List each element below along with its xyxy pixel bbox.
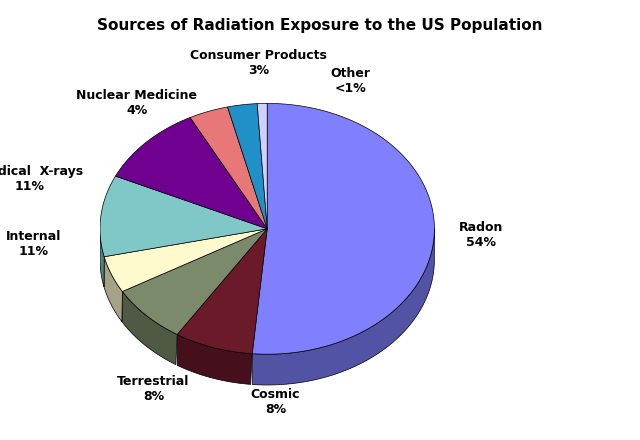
PathPatch shape: [257, 103, 267, 229]
Text: Terrestrial
8%: Terrestrial 8%: [117, 375, 189, 403]
PathPatch shape: [122, 229, 267, 334]
PathPatch shape: [252, 229, 435, 385]
Text: Radon
54%: Radon 54%: [459, 221, 504, 249]
Text: Sources of Radiation Exposure to the US Population: Sources of Radiation Exposure to the US …: [97, 18, 543, 33]
Text: Cosmic
8%: Cosmic 8%: [251, 388, 300, 416]
PathPatch shape: [104, 229, 267, 292]
PathPatch shape: [190, 107, 267, 229]
Text: Other
<1%: Other <1%: [331, 67, 371, 95]
PathPatch shape: [115, 117, 267, 229]
PathPatch shape: [104, 257, 122, 322]
PathPatch shape: [100, 176, 267, 257]
PathPatch shape: [228, 104, 267, 229]
Text: Internal
11%: Internal 11%: [5, 230, 61, 258]
Text: Consumer Products
3%: Consumer Products 3%: [191, 49, 327, 77]
Text: Nuclear Medicine
4%: Nuclear Medicine 4%: [76, 89, 197, 117]
PathPatch shape: [177, 229, 267, 354]
PathPatch shape: [122, 292, 177, 365]
PathPatch shape: [252, 103, 435, 354]
PathPatch shape: [177, 334, 252, 385]
Text: Medical  X-rays
11%: Medical X-rays 11%: [0, 165, 83, 193]
PathPatch shape: [100, 229, 104, 287]
